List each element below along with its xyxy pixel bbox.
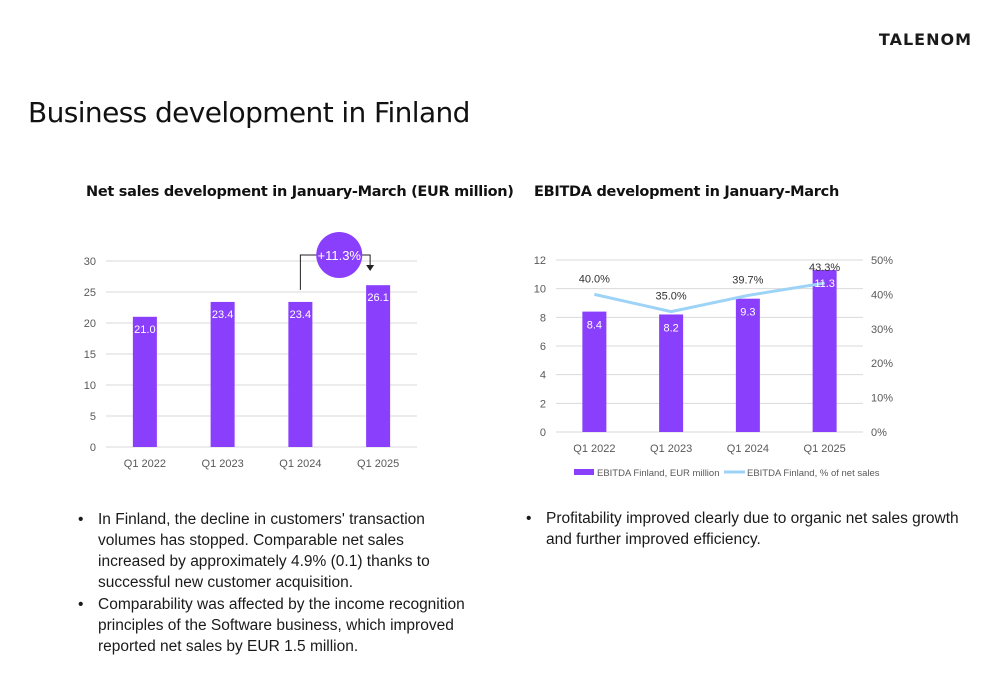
y-tick-label: 6 [540,341,546,353]
bar-value-label: 8.4 [587,320,602,332]
bar-value-label: 8.2 [663,322,678,334]
bar [210,301,235,447]
growth-badge [316,232,363,278]
bar-value-label: 23.4 [290,309,311,321]
y-tick-label: 8 [540,312,546,324]
bar-value-label: 26.1 [367,292,388,304]
bar-value-label: 11.3 [814,278,835,290]
y-tick-label: 10 [84,380,96,392]
y-tick-label: 25 [84,287,96,299]
line-value-label: 40.0% [579,273,610,285]
y-tick-label: 0 [90,442,96,454]
growth-badge-label: +11.3% [318,248,362,263]
y-tick-label: 0 [540,427,546,439]
x-tick-label: Q1 2025 [804,443,846,455]
bar [366,285,391,447]
y-tick-label: 12 [534,255,546,267]
line-value-label: 35.0% [656,291,687,303]
bar [132,316,157,447]
y-tick-label: 4 [540,370,546,382]
page-title: Business development in Finland [28,96,470,129]
x-tick-label: Q1 2022 [573,443,615,455]
y2-tick-label: 30% [871,324,893,336]
ebitda-chart-title: EBITDA development in January-March [534,184,839,200]
legend-label: EBITDA Finland, % of net sales [747,468,880,479]
bar-value-label: 9.3 [740,307,755,319]
bar-value-label: 23.4 [212,309,233,321]
growth-arrowhead [366,265,375,271]
y2-tick-label: 10% [871,393,893,405]
ebitda-bullets: Profitability improved clearly due to or… [526,508,966,551]
talenom-logo: TALENOM [878,30,972,49]
margin-line [594,281,825,314]
x-tick-label: Q1 2024 [279,458,321,470]
bar-value-label: 21.0 [134,324,155,336]
y2-tick-label: 20% [871,358,893,370]
y-tick-label: 2 [540,398,546,410]
y-tick-label: 10 [534,284,546,296]
x-tick-label: Q1 2023 [202,458,244,470]
bullet-item: Comparability was affected by the income… [78,594,468,657]
y-tick-label: 5 [90,411,96,423]
y-tick-label: 20 [84,318,96,330]
x-tick-label: Q1 2022 [124,458,166,470]
bar [659,314,684,432]
x-tick-label: Q1 2025 [357,458,399,470]
bullet-item: In Finland, the decline in customers' tr… [78,509,468,593]
net-sales-bullets: In Finland, the decline in customers' tr… [78,509,468,658]
bar [812,270,837,432]
x-tick-label: Q1 2024 [727,443,769,455]
line-value-label: 39.7% [732,274,763,286]
x-tick-label: Q1 2023 [650,443,692,455]
y-tick-label: 15 [84,349,96,361]
legend-label: EBITDA Finland, EUR million [597,468,719,479]
y2-tick-label: 0% [871,427,887,439]
bar [735,298,760,432]
y2-tick-label: 50% [871,255,893,267]
line-value-label: 43.3% [809,262,840,274]
bar [288,301,313,447]
y2-tick-label: 40% [871,289,893,301]
y-tick-label: 30 [84,256,96,268]
legend-swatch [574,469,594,475]
net-sales-chart-title: Net sales development in January-March (… [86,184,514,200]
bar [582,311,607,432]
bullet-item: Profitability improved clearly due to or… [526,508,966,550]
